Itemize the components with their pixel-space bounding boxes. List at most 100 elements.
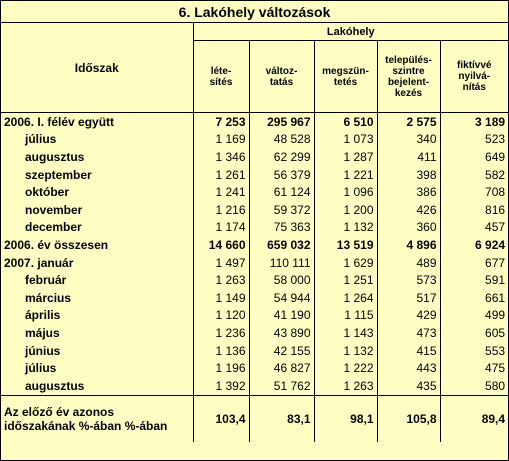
- cell: 816: [439, 200, 508, 219]
- cell: 1 169: [192, 130, 249, 149]
- cell: 1 096: [313, 183, 377, 201]
- cell: 677: [439, 253, 508, 272]
- cell: 580: [439, 376, 508, 395]
- column-header: léte- sítés: [192, 40, 249, 113]
- cell: 62 299: [248, 148, 314, 166]
- cell: 429: [376, 306, 440, 325]
- row: április 1 120 41 190 1 115 429 499: [1, 306, 508, 325]
- cell: 75 363: [248, 218, 314, 237]
- cell: 1 196: [192, 359, 249, 377]
- cell: 659 032: [248, 236, 314, 254]
- cell: 591: [439, 271, 508, 289]
- row-label: 2007. január: [4, 255, 74, 270]
- cell: 1 115: [313, 306, 377, 325]
- row-label: november: [25, 202, 83, 217]
- row: augusztus 1 346 62 299 1 287 411 649: [1, 148, 508, 166]
- period-header: Időszak: [1, 22, 193, 113]
- column-header: település- szintre bejelent- kezés: [376, 40, 440, 113]
- title: 6. Lakóhely változások: [1, 1, 508, 23]
- cell: 573: [376, 271, 440, 289]
- row-label: augusztus: [25, 378, 85, 393]
- cell: 1 261: [192, 165, 249, 184]
- cell: 553: [439, 341, 508, 360]
- cell: 14 660: [192, 236, 249, 254]
- cell: 1 132: [313, 341, 377, 360]
- cell: 41 190: [248, 306, 314, 325]
- cell: 1 287: [313, 148, 377, 166]
- row: február 1 263 58 000 1 251 573 591: [1, 271, 508, 289]
- cell: 1 221: [313, 165, 377, 184]
- cell: 1 241: [192, 183, 249, 201]
- cell: 360: [376, 218, 440, 237]
- cell: 1 263: [192, 271, 249, 289]
- row-label: december: [25, 220, 82, 235]
- row: december 1 174 75 363 1 132 360 457: [1, 218, 508, 237]
- row-label: 2006. I. félév együtt: [4, 114, 115, 129]
- cell: 457: [439, 218, 508, 237]
- row: május 1 236 43 890 1 143 473 605: [1, 324, 508, 342]
- cell: 59 372: [248, 200, 314, 219]
- row-label: augusztus: [25, 149, 85, 164]
- cell: 1 222: [313, 359, 377, 377]
- row: július 1 169 48 528 1 073 340 523: [1, 130, 508, 149]
- cell: 1 629: [313, 253, 377, 272]
- cell: 51 762: [248, 376, 314, 395]
- row: 2006. I. félév együtt 7 253 295 967 6 510 2 …: [1, 112, 508, 131]
- cell: 398: [376, 165, 440, 184]
- column-header: változ- tatás: [248, 40, 314, 113]
- cell: 54 944: [248, 288, 314, 307]
- cell: 1 263: [313, 376, 377, 395]
- cell: 1 149: [192, 288, 249, 307]
- cell: 83,1: [248, 394, 314, 442]
- cell: 475: [439, 359, 508, 377]
- row: június 1 136 42 155 1 132 415 553: [1, 341, 508, 360]
- cell: 1 120: [192, 306, 249, 325]
- cell: 2 575: [376, 112, 440, 131]
- cell: 661: [439, 288, 508, 307]
- cell: 435: [376, 376, 440, 395]
- cell: 48 528: [248, 130, 314, 149]
- cell: 1 346: [192, 148, 249, 166]
- cell: 1 216: [192, 200, 249, 219]
- cell: 415: [376, 341, 440, 360]
- cell: 1 073: [313, 130, 377, 149]
- cell: 1 200: [313, 200, 377, 219]
- row: október 1 241 61 124 1 096 386 708: [1, 183, 508, 201]
- cell: 61 124: [248, 183, 314, 201]
- cell: 56 379: [248, 165, 314, 184]
- cell: 708: [439, 183, 508, 201]
- cell: 649: [439, 148, 508, 166]
- row-label: szeptember: [25, 167, 92, 182]
- cell: 1 497: [192, 253, 249, 272]
- cell: 7 253: [192, 112, 249, 131]
- cell: 295 967: [248, 112, 314, 131]
- cell: 1 264: [313, 288, 377, 307]
- table: 6. Lakóhely változások Időszak Lakóhely …: [1, 1, 508, 442]
- cell: 46 827: [248, 359, 314, 377]
- cell: 6 924: [439, 236, 508, 254]
- cell: 473: [376, 324, 440, 342]
- row-label: július: [25, 361, 57, 376]
- footer-row: Az előző év azonos időszakának %-ában %-…: [1, 394, 508, 442]
- cell: 523: [439, 130, 508, 149]
- cell: 1 251: [313, 271, 377, 289]
- cell: 386: [376, 183, 440, 201]
- cell: 3 189: [439, 112, 508, 131]
- cell: 499: [439, 306, 508, 325]
- cell: 1 236: [192, 324, 249, 342]
- row-label: június: [25, 343, 61, 358]
- cell: 6 510: [313, 112, 377, 131]
- row-label: május: [25, 325, 60, 340]
- cell: 411: [376, 148, 440, 166]
- cell: 110 111: [248, 253, 314, 272]
- cell: 582: [439, 165, 508, 184]
- cell: 1 143: [313, 324, 377, 342]
- cell: 4 896: [376, 236, 440, 254]
- row: november 1 216 59 372 1 200 426 816: [1, 200, 508, 219]
- row-label: február: [25, 273, 67, 288]
- row: 2006. év összesen 14 660 659 032 13 519 4 89…: [1, 236, 508, 254]
- cell: 103,4: [192, 394, 249, 442]
- cell: 58 000: [248, 271, 314, 289]
- cell: 1 132: [313, 218, 377, 237]
- cell: 98,1: [313, 394, 377, 442]
